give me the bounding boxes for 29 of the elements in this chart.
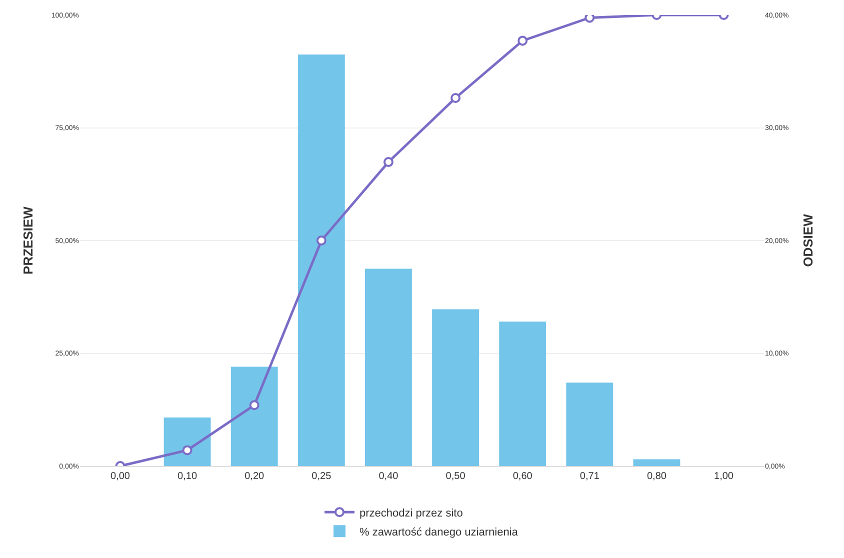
bar (230, 366, 278, 466)
x-tick-label: 0,25 (312, 471, 332, 482)
x-tick-label: 0,00 (110, 471, 130, 482)
point (249, 400, 260, 410)
x-tick-label: 0,71 (580, 471, 600, 482)
bar (164, 418, 211, 466)
bar (633, 459, 680, 466)
bar (365, 268, 412, 466)
x-tick-label: 0,50 (446, 471, 466, 482)
legend-label: przechodzi przez sito (360, 507, 463, 520)
bar (499, 322, 546, 466)
y-axis-title: PRZESIEW (20, 206, 36, 274)
point (316, 236, 326, 246)
x-tick-label: 0,60 (512, 471, 533, 482)
x-tick-label: 0,40 (378, 471, 399, 482)
point (584, 15, 595, 23)
bar (566, 382, 614, 466)
point (182, 445, 192, 456)
x-tick-label: 0,10 (178, 471, 198, 482)
bar (432, 309, 479, 466)
bar (298, 54, 345, 466)
y2-axis-title: ODSIEW (800, 213, 816, 267)
point (450, 92, 461, 103)
legend-label: % zawartość danego uziarnienia (360, 526, 519, 538)
x-tick-label: 0,20 (244, 471, 265, 482)
x-tick-label: 1,00 (714, 471, 734, 482)
x-tick-label: 0,80 (646, 471, 667, 482)
point (518, 36, 528, 46)
point (383, 157, 394, 168)
